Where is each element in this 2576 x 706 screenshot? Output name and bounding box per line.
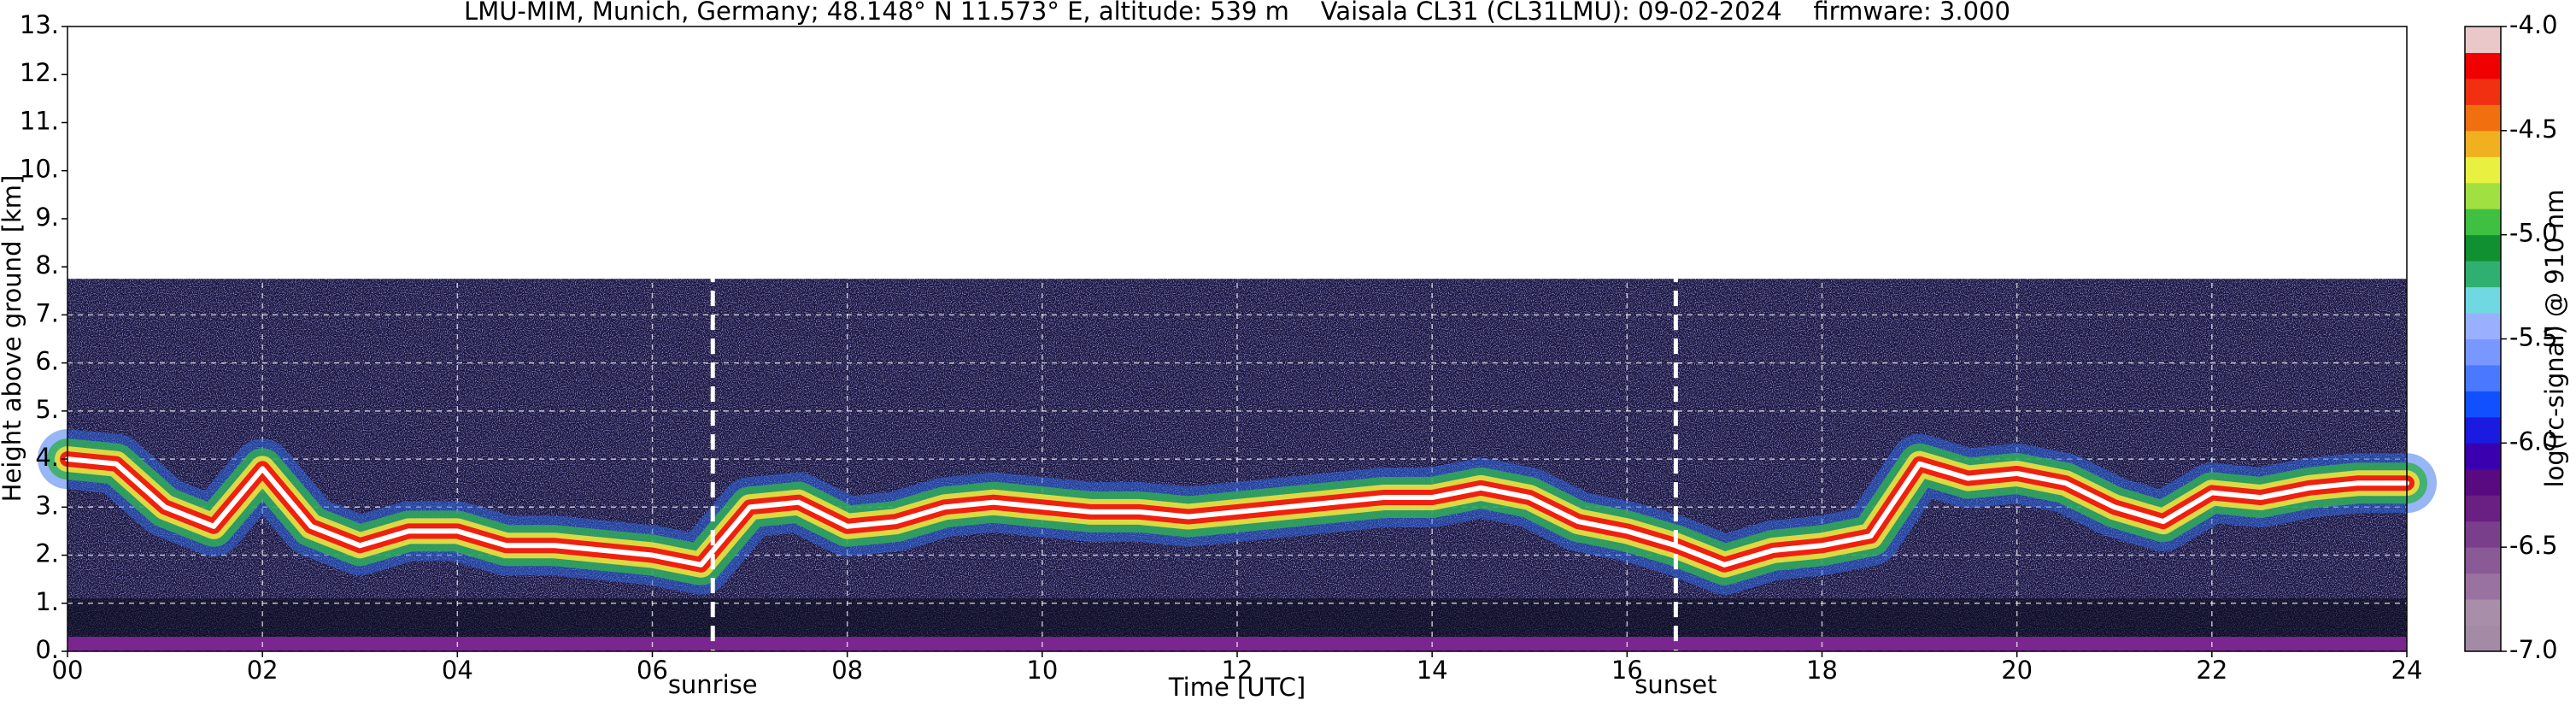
y-tick-label: 5. bbox=[35, 395, 59, 424]
x-tick-label: 06 bbox=[637, 656, 668, 685]
colorbar-band bbox=[2465, 104, 2501, 132]
x-tick-label: 16 bbox=[1611, 656, 1643, 685]
colorbar-band bbox=[2465, 313, 2501, 339]
colorbar-tick-label: -5.5 bbox=[2509, 323, 2558, 352]
x-tick-label: 12 bbox=[1222, 656, 1253, 685]
colorbar-band bbox=[2465, 26, 2501, 53]
colorbar-band bbox=[2465, 391, 2501, 418]
x-tick-label: 10 bbox=[1026, 656, 1058, 685]
colorbar-band bbox=[2465, 209, 2501, 236]
y-tick-label: 13. bbox=[20, 10, 59, 39]
x-tick-label: 14 bbox=[1417, 656, 1448, 685]
y-tick-label: 12. bbox=[20, 58, 59, 87]
colorbar-band bbox=[2465, 338, 2501, 366]
colorbar-band bbox=[2465, 547, 2501, 574]
colorbar-band bbox=[2465, 78, 2501, 105]
colorbar-band bbox=[2465, 416, 2501, 444]
colorbar-band bbox=[2465, 599, 2501, 627]
colorbar-band bbox=[2465, 573, 2501, 600]
x-tick-label: 00 bbox=[52, 656, 84, 685]
colorbar-band bbox=[2465, 261, 2501, 288]
x-axis-label: Time [UTC] bbox=[1168, 673, 1306, 702]
colorbar-band bbox=[2465, 234, 2501, 262]
annotation-label: sunrise bbox=[668, 670, 758, 699]
y-tick-label: 3. bbox=[35, 491, 59, 520]
y-tick-label: 9. bbox=[35, 203, 59, 232]
y-tick-label: 11. bbox=[20, 106, 59, 135]
colorbar-tick-label: -4.5 bbox=[2509, 115, 2558, 144]
y-tick-label: 0. bbox=[35, 635, 59, 664]
colorbar-band bbox=[2465, 156, 2501, 184]
colorbar-tick-label: -6.0 bbox=[2509, 427, 2558, 456]
x-tick-label: 18 bbox=[1806, 656, 1838, 685]
annotation-label: sunset bbox=[1634, 670, 1716, 699]
y-tick-label: 10. bbox=[20, 155, 59, 184]
x-tick-label: 08 bbox=[831, 656, 863, 685]
y-tick-label: 1. bbox=[35, 587, 59, 616]
colorbar-band bbox=[2465, 443, 2501, 470]
colorbar-band bbox=[2465, 625, 2501, 652]
colorbar-band bbox=[2465, 495, 2501, 522]
colorbar-band bbox=[2465, 286, 2501, 314]
colorbar-band bbox=[2465, 182, 2501, 209]
colorbar-tick-label: -4.0 bbox=[2509, 10, 2558, 39]
y-tick-label: 2. bbox=[35, 539, 59, 568]
y-tick-label: 8. bbox=[35, 250, 59, 279]
colorbar-band bbox=[2465, 521, 2501, 548]
colorbar-band bbox=[2465, 52, 2501, 79]
y-axis-label: Height above ground [km] bbox=[0, 175, 26, 503]
colorbar-tick-label: -5.0 bbox=[2509, 219, 2558, 248]
y-tick-label: 4. bbox=[35, 443, 59, 472]
colorbar-band bbox=[2465, 364, 2501, 391]
x-tick-label: 24 bbox=[2391, 656, 2423, 685]
backscatter-layer bbox=[65, 456, 2409, 568]
colorbar-tick-label: -7.0 bbox=[2509, 635, 2558, 664]
x-tick-label: 22 bbox=[2196, 656, 2227, 685]
x-tick-label: 04 bbox=[442, 656, 473, 685]
colorbar-band bbox=[2465, 130, 2501, 157]
colorbar-band bbox=[2465, 468, 2501, 496]
x-tick-label: 02 bbox=[247, 656, 279, 685]
colorbar-label: log(rc-signal) @ 910 nm bbox=[2540, 190, 2569, 488]
y-tick-label: 6. bbox=[35, 347, 59, 376]
y-tick-label: 7. bbox=[35, 298, 59, 327]
colorbar-tick-label: -6.5 bbox=[2509, 531, 2558, 560]
x-tick-label: 20 bbox=[2001, 656, 2033, 685]
chart-title: LMU-MIM, Munich, Germany; 48.148° N 11.5… bbox=[464, 0, 2010, 26]
